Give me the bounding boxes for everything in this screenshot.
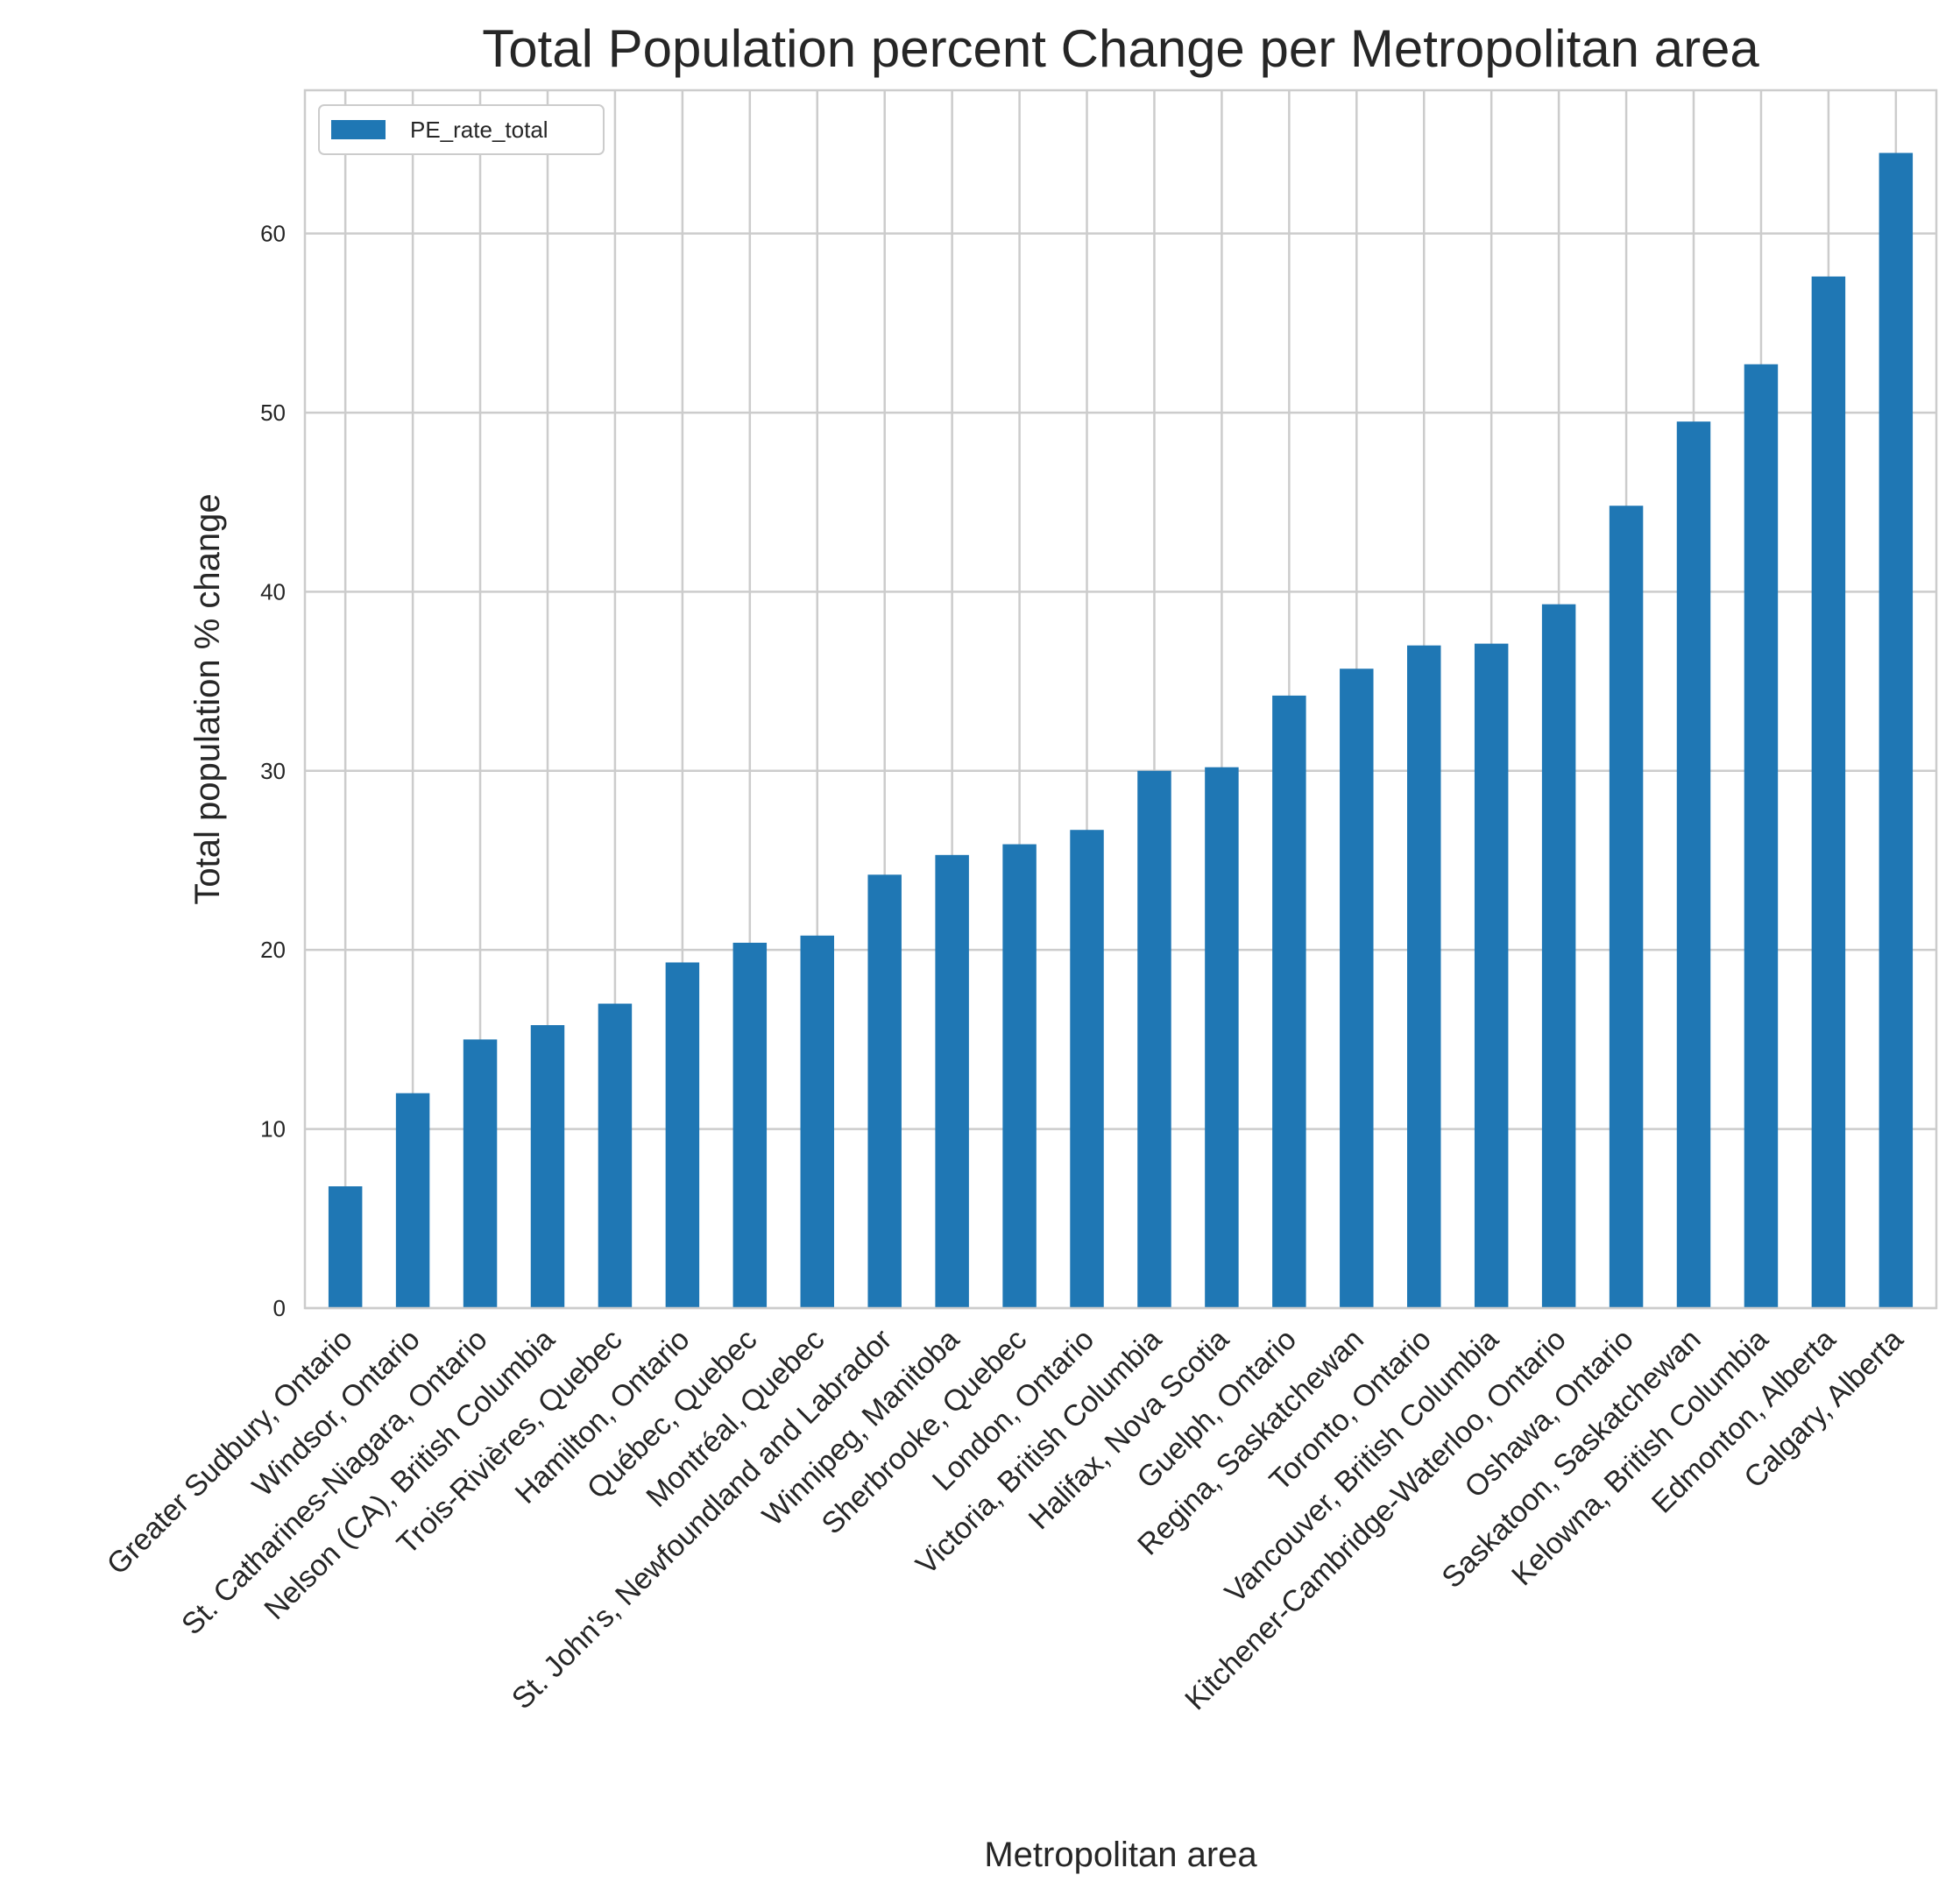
bar bbox=[800, 935, 834, 1308]
bar bbox=[1609, 506, 1644, 1308]
y-tick-label: 30 bbox=[260, 758, 286, 784]
bar bbox=[463, 1039, 498, 1308]
bar bbox=[1474, 643, 1509, 1308]
bar bbox=[935, 854, 969, 1308]
bar bbox=[732, 943, 768, 1308]
bar bbox=[1407, 645, 1441, 1308]
bar bbox=[1272, 695, 1306, 1308]
bar bbox=[1340, 669, 1374, 1308]
bar bbox=[1137, 770, 1171, 1308]
y-tick-label: 20 bbox=[260, 937, 286, 963]
bar bbox=[530, 1025, 565, 1308]
legend-swatch bbox=[331, 120, 386, 139]
chart-title: Total Population percent Change per Metr… bbox=[482, 19, 1759, 78]
bar bbox=[1541, 604, 1576, 1308]
legend: PE_rate_total bbox=[318, 104, 605, 155]
y-tick-label: 60 bbox=[260, 221, 286, 247]
y-tick-label: 40 bbox=[260, 578, 286, 605]
x-axis-label: Metropolitan area bbox=[984, 1836, 1257, 1874]
bar bbox=[1002, 844, 1037, 1308]
legend-box bbox=[318, 104, 605, 155]
legend-label: PE_rate_total bbox=[410, 117, 548, 143]
bars bbox=[328, 152, 1914, 1309]
y-tick-label: 0 bbox=[273, 1295, 286, 1321]
bar bbox=[867, 874, 902, 1308]
bar bbox=[1744, 364, 1779, 1308]
y-tick-labels: 0 10 20 30 40 50 60 bbox=[260, 221, 286, 1321]
y-tick-label: 10 bbox=[260, 1116, 286, 1143]
axes-spines bbox=[303, 88, 1938, 1310]
plot-area-frame bbox=[303, 88, 1938, 1310]
bar bbox=[665, 962, 700, 1308]
bar bbox=[395, 1093, 430, 1308]
bar bbox=[328, 1186, 363, 1308]
bar bbox=[1070, 830, 1104, 1308]
y-tick-label: 50 bbox=[260, 400, 286, 426]
y-axis-label: Total population % change bbox=[188, 493, 227, 904]
bar bbox=[1205, 767, 1239, 1308]
bar bbox=[1811, 276, 1846, 1308]
bar bbox=[1879, 152, 1914, 1309]
bar bbox=[598, 1003, 633, 1308]
bar bbox=[1676, 421, 1711, 1309]
